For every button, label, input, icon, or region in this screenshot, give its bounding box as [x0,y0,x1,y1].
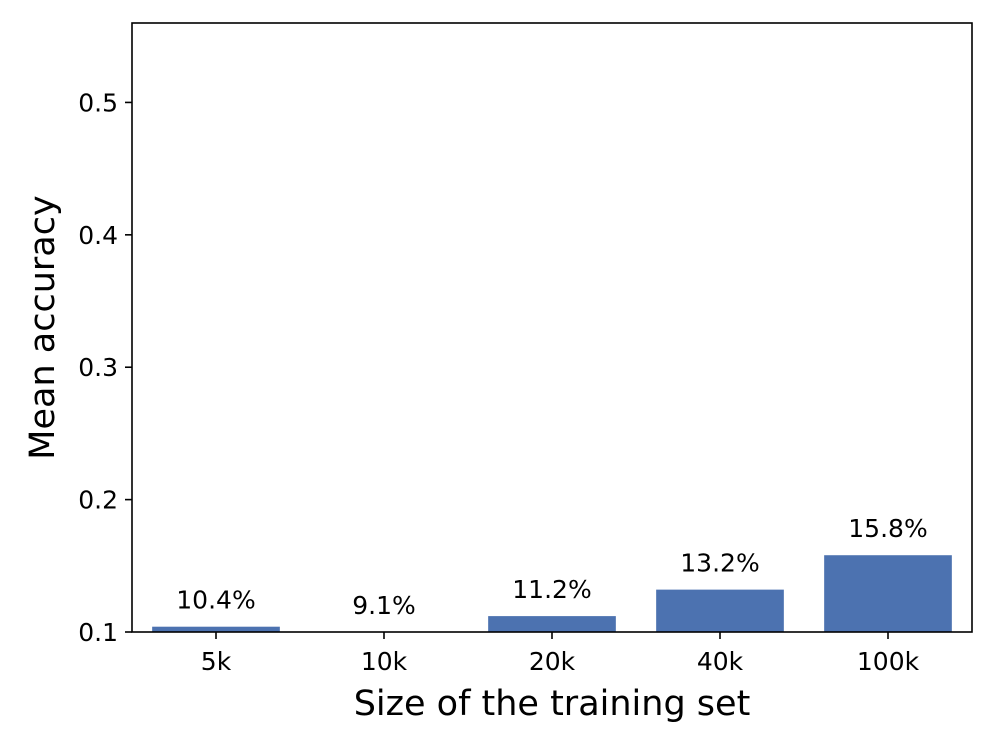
bar-20k [488,616,616,632]
y-tick-label-0: 0.1 [78,618,118,647]
y-axis-label: Mean accuracy [23,195,63,459]
x-tick-label-20k: 20k [529,647,576,676]
data-label-10k: 9.1% [352,591,416,620]
x-axis-ticks: 5k 10k 20k 40k 100k [201,632,920,676]
data-label-5k: 10.4% [176,586,255,615]
plot-frame [131,22,973,633]
y-tick-label-4: 0.5 [78,88,118,117]
data-label-100k: 15.8% [848,514,927,543]
y-tick-label-2: 0.3 [78,353,118,382]
y-tick-label-1: 0.2 [78,486,118,515]
bar-5k [152,626,280,632]
x-axis-label: Size of the training set [354,684,751,724]
x-tick-label-100k: 100k [857,647,920,676]
y-axis-ticks: 0.1 0.2 0.3 0.4 0.5 [78,88,132,647]
data-label-40k: 13.2% [680,549,759,578]
x-tick-label-10k: 10k [361,647,408,676]
bar-100k [824,555,952,632]
data-label-20k: 11.2% [512,575,591,604]
data-labels: 10.4% 9.1% 11.2% 13.2% 15.8% [176,514,927,620]
y-tick-label-3: 0.4 [78,221,118,250]
x-tick-label-5k: 5k [201,647,232,676]
x-tick-label-40k: 40k [697,647,744,676]
bar-40k [656,589,784,632]
bars [152,555,952,632]
